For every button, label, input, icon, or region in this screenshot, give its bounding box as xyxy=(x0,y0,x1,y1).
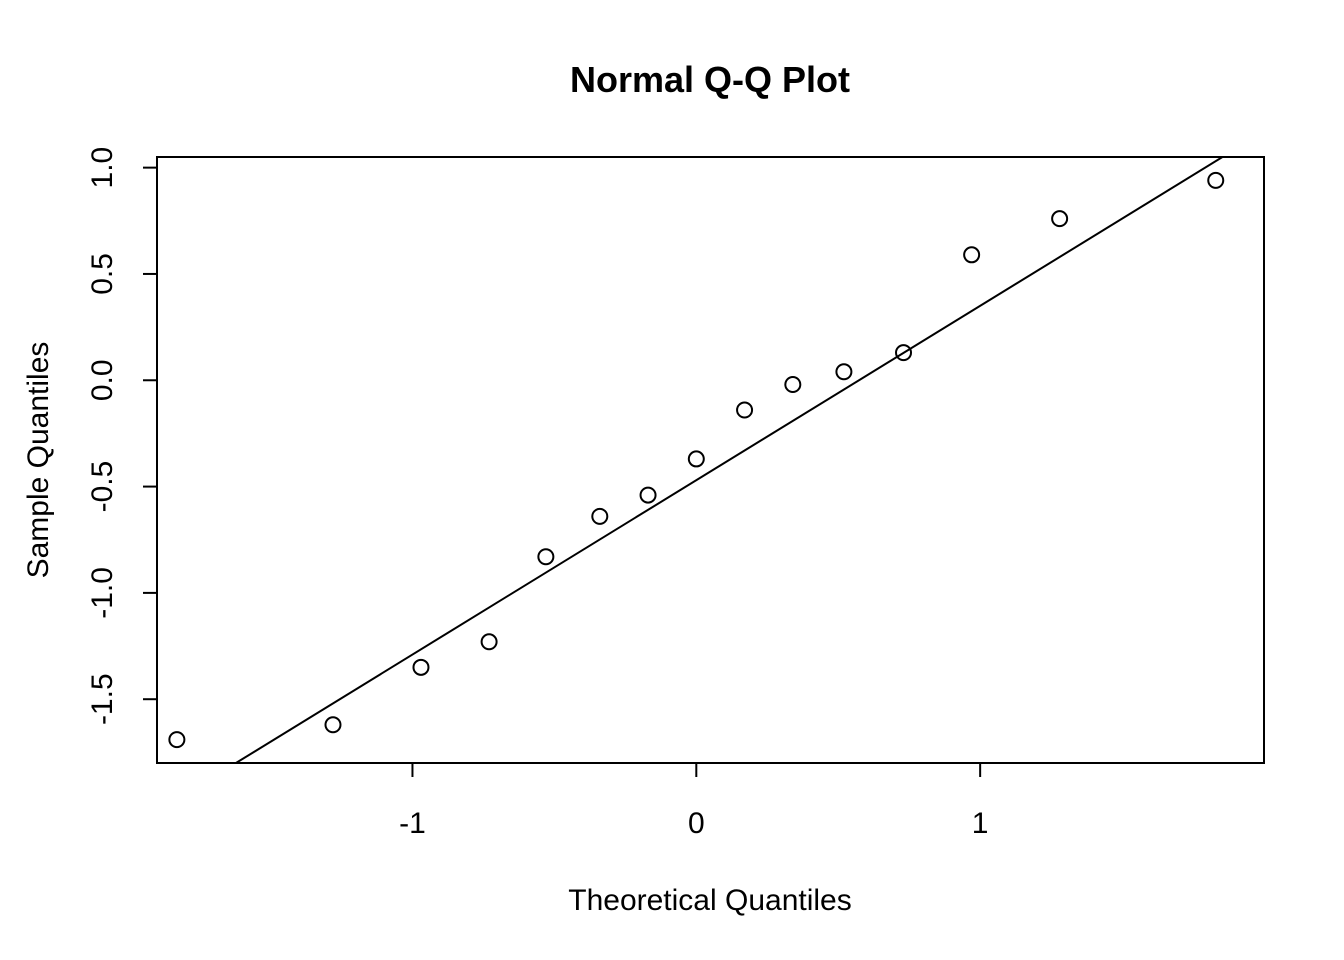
data-point xyxy=(1207,171,1225,189)
data-point xyxy=(1051,210,1069,228)
data-point xyxy=(324,716,342,734)
data-point xyxy=(736,401,754,419)
data-point xyxy=(537,548,555,566)
y-axis-label: Sample Quantiles xyxy=(22,342,55,579)
data-point xyxy=(480,633,498,651)
data-point xyxy=(687,450,705,468)
y-tick-label: -1.5 xyxy=(86,673,119,725)
data-point xyxy=(835,363,853,381)
y-tick-label: -0.5 xyxy=(86,461,119,513)
x-tick-label: -1 xyxy=(399,807,426,840)
data-point xyxy=(784,376,802,394)
data-point xyxy=(895,344,913,362)
chart-title: Normal Q-Q Plot xyxy=(570,59,850,100)
y-tick-label: -1.0 xyxy=(86,567,119,619)
data-point xyxy=(591,507,609,525)
plot-area: -1 0 1 -1.5 -1.0 -0.5 0.0 0.5 1.0 xyxy=(86,147,1265,840)
data-point xyxy=(168,731,186,749)
data-point xyxy=(963,246,981,264)
x-tick-label: 1 xyxy=(972,807,989,840)
qq-reference-line xyxy=(234,157,1225,763)
plot-frame xyxy=(156,156,1265,764)
x-tick-label: 0 xyxy=(688,807,705,840)
y-tick-label: 1.0 xyxy=(86,147,119,189)
y-tick-label: 0.0 xyxy=(86,359,119,401)
data-point xyxy=(639,486,657,504)
y-tick-label: 0.5 xyxy=(86,253,119,295)
data-point xyxy=(412,658,430,676)
x-axis-label: Theoretical Quantiles xyxy=(568,884,851,917)
